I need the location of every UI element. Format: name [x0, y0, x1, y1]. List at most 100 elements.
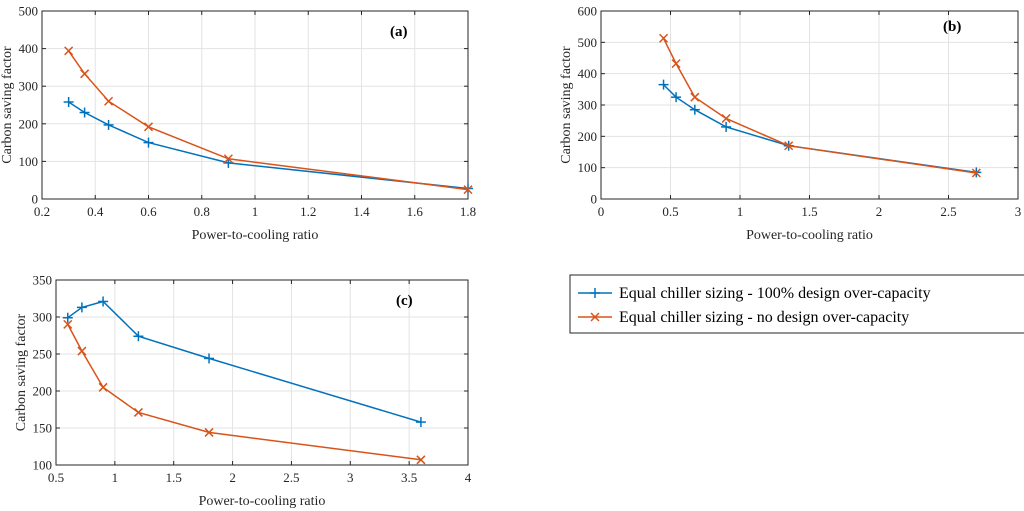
y-axis-label: Carbon saving factor	[0, 46, 15, 164]
plot-area	[56, 280, 468, 465]
y-tick-label: 200	[19, 116, 39, 131]
series-2-point	[223, 154, 233, 164]
series-2-point	[659, 33, 669, 43]
y-axis-label: Carbon saving factor	[14, 313, 29, 431]
series-1-point	[76, 302, 87, 313]
series-2-point	[64, 46, 74, 56]
series-2-line	[67, 50, 469, 191]
legend-marker-x	[590, 312, 600, 322]
y-tick-label: 300	[578, 98, 598, 113]
y-tick-label: 150	[33, 421, 53, 436]
y-tick-label: 0	[32, 192, 39, 207]
series-2-point	[104, 96, 114, 106]
legend-box	[569, 274, 1024, 334]
series-1-point	[204, 353, 215, 364]
x-tick-label: 1	[737, 204, 744, 219]
x-tick-label: 1	[112, 470, 119, 485]
legend-label-series-1: Equal chiller sizing - 100% design over-…	[619, 285, 931, 302]
legend-plus-glyph	[590, 288, 600, 298]
x-tick-label: 1.5	[166, 470, 182, 485]
x-tick-label: 2	[876, 204, 883, 219]
y-tick-label: 400	[578, 66, 598, 81]
legend-x-glyph	[590, 312, 600, 322]
series-1-line	[68, 101, 469, 190]
legend-label-series-2: Equal chiller sizing - no design over-ca…	[619, 309, 909, 326]
series-2-point	[971, 168, 981, 178]
x-tick-label: 0.5	[662, 204, 678, 219]
series-2-point	[80, 69, 90, 79]
y-tick-label: 300	[33, 310, 53, 325]
series-2-point	[133, 407, 143, 417]
x-tick-label: 1	[252, 204, 259, 219]
series-2-point	[690, 92, 700, 102]
panel-label: (a)	[390, 24, 408, 40]
panel-b-chart: 0 0.5 1 1.5 2 2.5 3 0 100 200 300 400 500 600 Power-to…	[559, 4, 1021, 244]
panel-a-chart: 0.2 0.4 0.6 0.8 1 1.2 1.4 1.6 1.8 0 100 200 300 400 50…	[0, 4, 476, 244]
series-1-point	[62, 312, 73, 323]
x-tick-label: 1.6	[407, 204, 424, 219]
y-tick-label: 500	[578, 35, 598, 50]
x-axis-label: Power-to-cooling ratio	[746, 228, 873, 243]
y-tick-label: 200	[33, 384, 53, 399]
x-tick-label: 2.5	[940, 204, 956, 219]
x-tick-label: 0.2	[34, 204, 50, 219]
y-tick-label: 200	[578, 129, 598, 144]
x-tick-label: 1.2	[300, 204, 316, 219]
series-1-point	[98, 296, 109, 307]
legend: Equal chiller sizing - 100% design over-…	[569, 274, 1024, 334]
x-axis-label: Power-to-cooling ratio	[199, 494, 326, 509]
series-1-point	[103, 119, 114, 130]
y-tick-label: 100	[578, 160, 598, 175]
x-tick-label: 0.5	[48, 470, 64, 485]
y-tick-label: 0	[591, 192, 598, 207]
y-axis-label: Carbon saving factor	[559, 46, 574, 164]
panel-label: (b)	[943, 19, 961, 35]
series-1-point	[143, 137, 154, 148]
y-tick-label: 400	[19, 41, 39, 56]
x-tick-label: 3	[1015, 204, 1022, 219]
x-tick-label: 0	[598, 204, 605, 219]
x-tick-label: 2	[229, 470, 236, 485]
x-tick-label: 0.4	[87, 204, 104, 219]
series-1-point	[658, 79, 669, 90]
series-2-point	[143, 122, 154, 132]
plot-frame	[55, 279, 469, 466]
x-tick-label: 1.5	[801, 204, 817, 219]
panel-c-chart: 0.5 1 1.5 2 2.5 3 3.5 4 100 150 200 250 300 350 Power-…	[14, 273, 472, 510]
x-tick-label: 3.5	[401, 470, 417, 485]
series-2-point	[784, 141, 794, 151]
series-1-point	[721, 121, 732, 132]
x-tick-label: 2.5	[283, 470, 299, 485]
y-tick-label: 250	[33, 347, 53, 362]
series-2-point	[671, 59, 681, 69]
series-2-line	[662, 37, 977, 174]
series-2-point	[463, 185, 473, 195]
x-tick-label: 0.6	[140, 204, 157, 219]
legend-marker-plus	[590, 288, 600, 298]
y-tick-label: 500	[19, 4, 39, 19]
series-2-line	[67, 324, 421, 461]
y-tick-label: 300	[19, 79, 39, 94]
series-2-point	[721, 113, 731, 124]
series-1-point	[133, 331, 144, 342]
x-tick-label: 3	[347, 470, 354, 485]
series-2-point	[98, 382, 108, 392]
series-2-point	[77, 346, 87, 356]
x-axis-label: Power-to-cooling ratio	[192, 228, 319, 243]
y-tick-label: 100	[19, 154, 39, 169]
y-tick-label: 600	[578, 4, 598, 19]
x-tick-label: 4	[465, 470, 472, 485]
series-1-line	[67, 300, 422, 423]
x-tick-label: 1.8	[460, 204, 476, 219]
series-1-point	[671, 92, 682, 103]
series-2-point	[204, 427, 214, 437]
series-1-point	[689, 104, 700, 115]
y-tick-label: 100	[33, 458, 53, 473]
series-2-point	[63, 319, 73, 329]
series-1-point	[63, 96, 74, 107]
y-tick-label: 350	[33, 273, 53, 288]
x-tick-label: 0.8	[194, 204, 210, 219]
x-tick-label: 1.4	[353, 204, 370, 219]
series-1-point	[79, 107, 90, 118]
